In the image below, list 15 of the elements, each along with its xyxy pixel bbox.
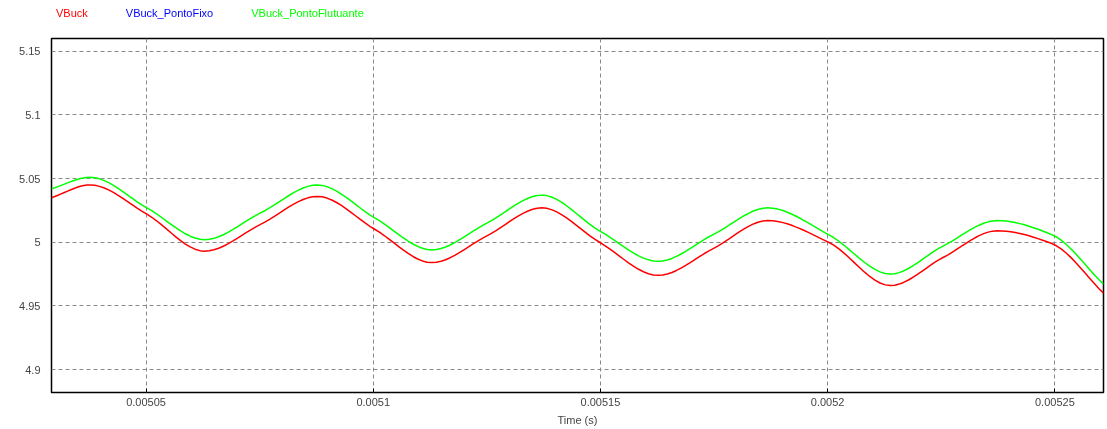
x-tick-label: 0.00515 xyxy=(580,395,621,408)
x-tick-label: 0.00505 xyxy=(126,395,166,408)
legend-label: VBuck_PontoFixo xyxy=(125,7,214,19)
y-tick-label: 5.1 xyxy=(25,108,41,121)
text: VBuck xyxy=(56,7,88,19)
y-tick-label: 5 xyxy=(34,236,41,249)
y-tick-label: 4.95 xyxy=(19,299,41,312)
y-tick-label: 5.15 xyxy=(19,45,41,58)
y-tick-label: 5.05 xyxy=(19,172,41,185)
x-tick-label: 0.0051 xyxy=(356,395,391,408)
y-tick-label: 4.9 xyxy=(25,363,41,376)
x-axis-title: Time (s) xyxy=(557,413,598,426)
x-tick-label: 0.00525 xyxy=(1035,395,1075,408)
x-tick-label: 0.0052 xyxy=(810,395,845,408)
text: VBuck_PontoFlutuante xyxy=(251,7,364,19)
